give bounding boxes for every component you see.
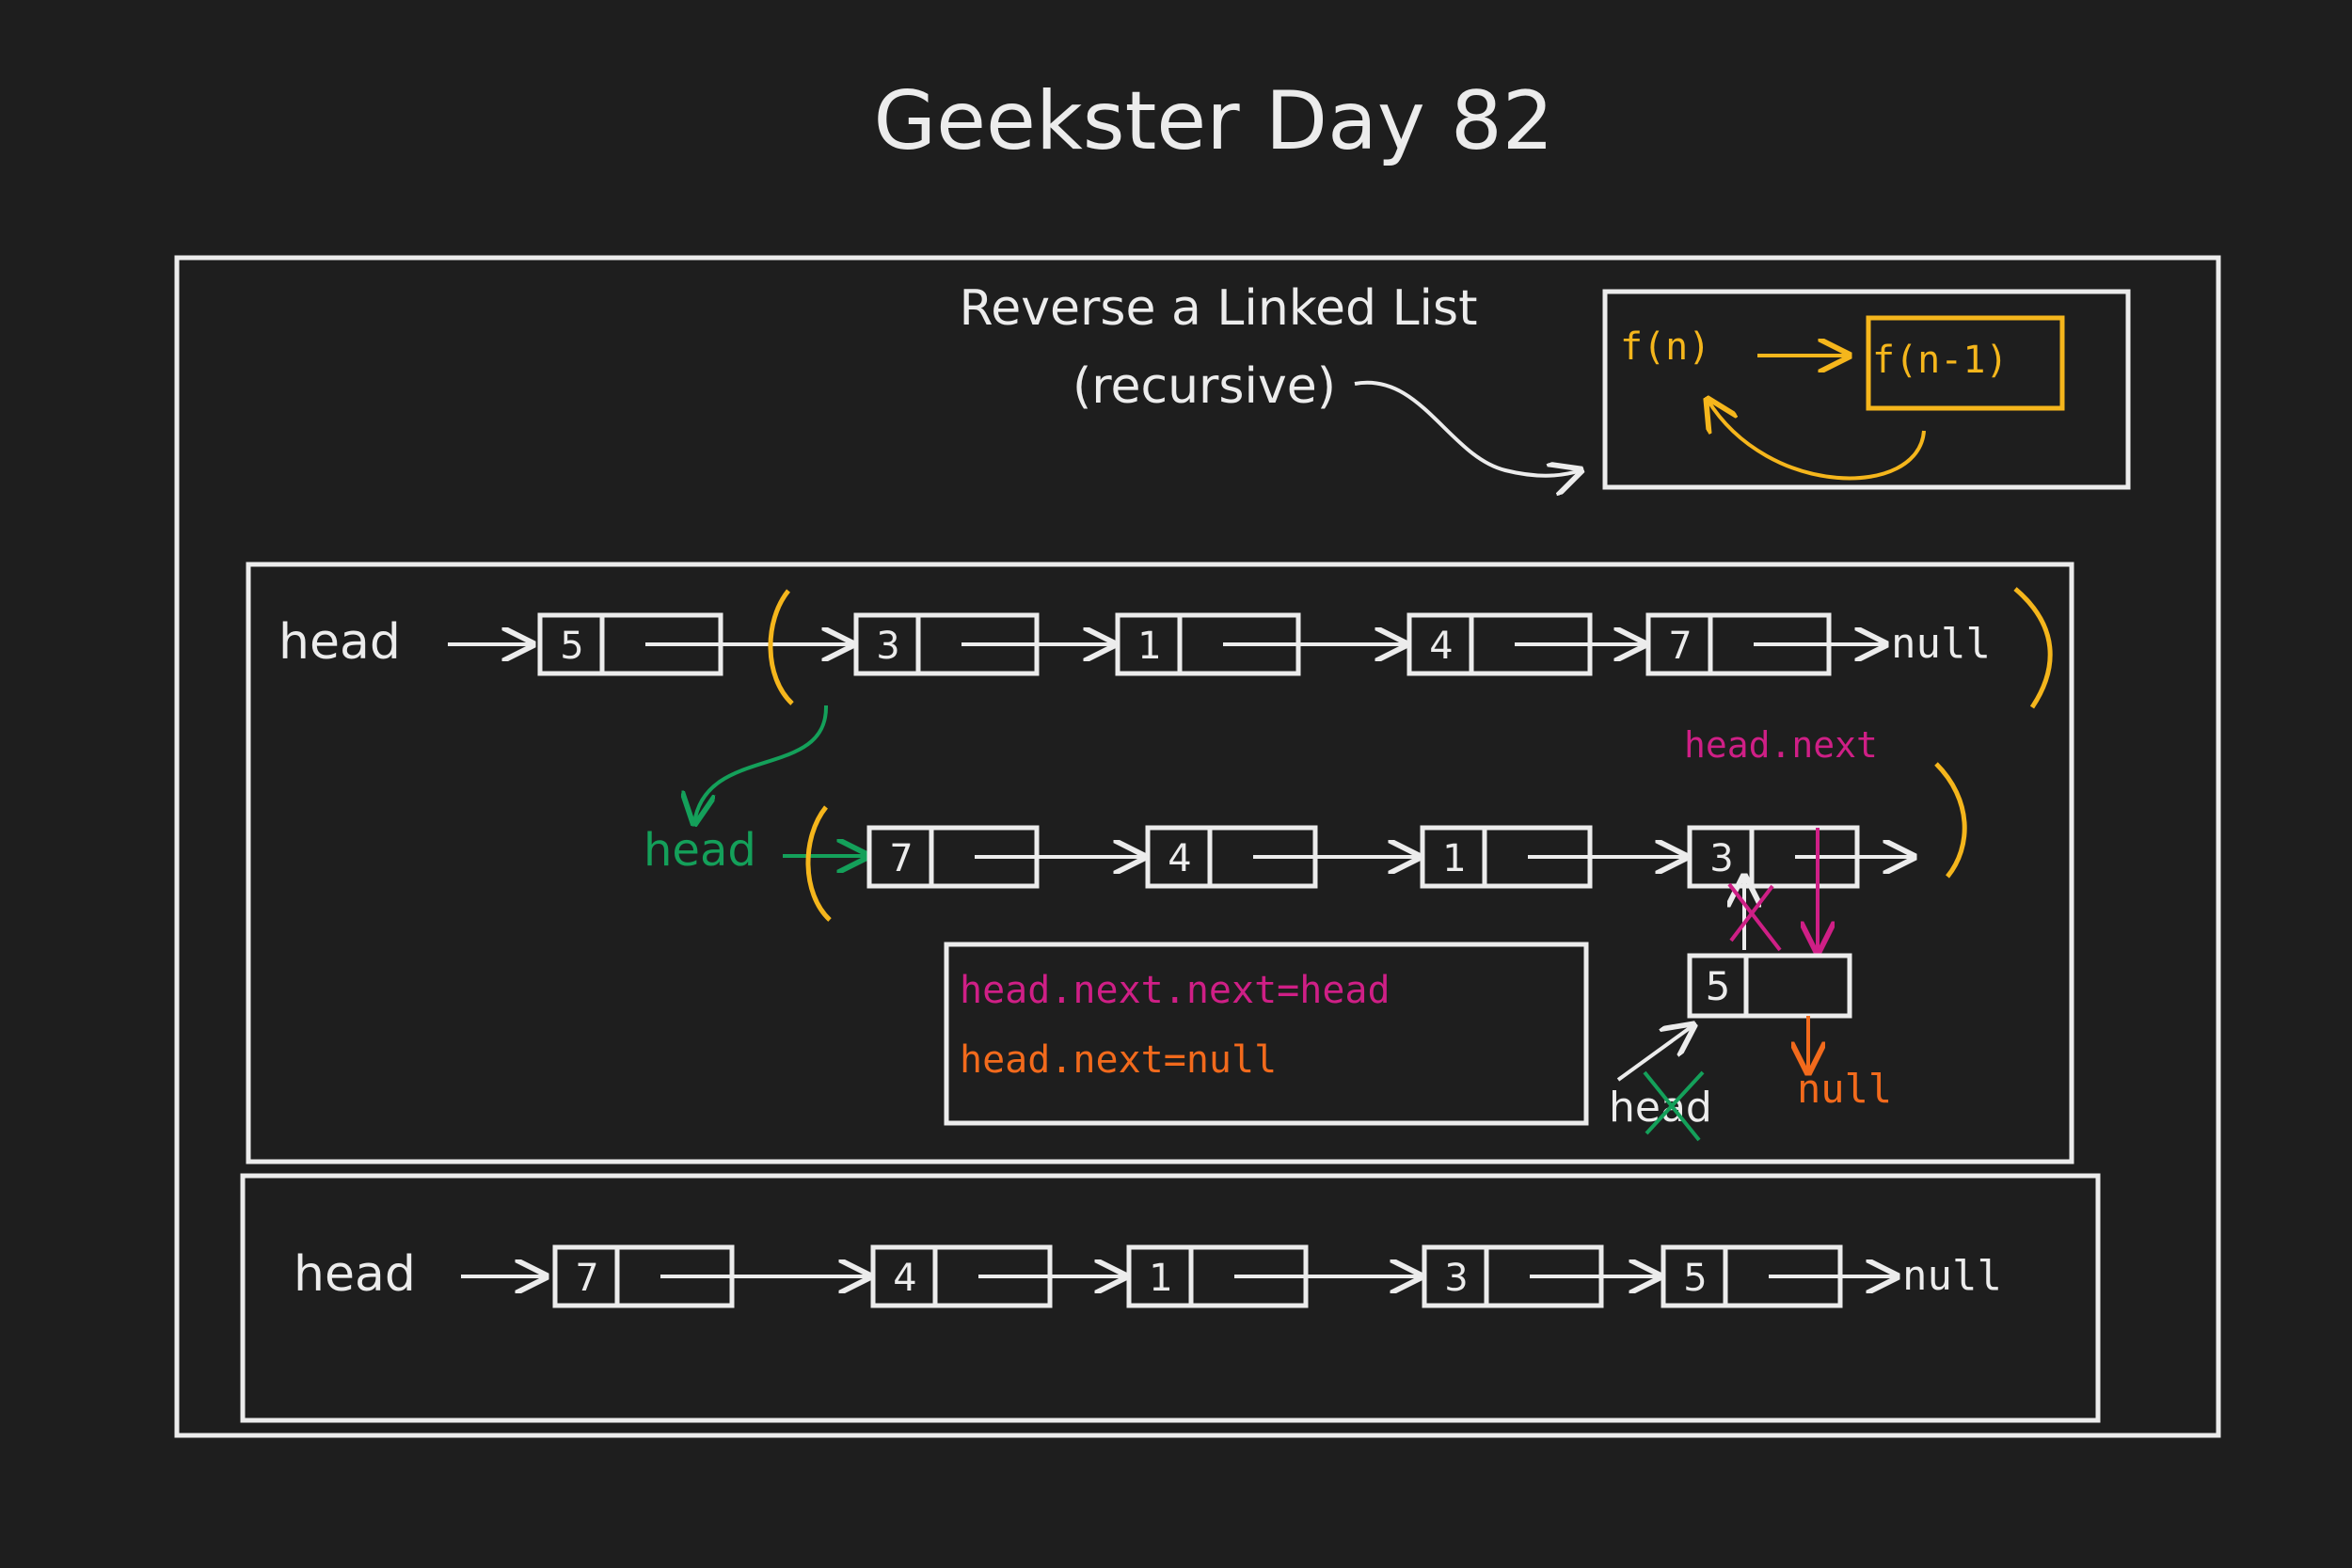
result-node-value: 7 xyxy=(575,1257,598,1300)
result-node-value: 3 xyxy=(1444,1257,1468,1300)
original-node-value: 4 xyxy=(1429,625,1453,668)
original-null-label: null xyxy=(1891,620,1991,668)
original-node-value: 3 xyxy=(876,625,899,668)
code-line-2: head.next=null xyxy=(960,1038,1277,1082)
page-title: Geekster Day 82 xyxy=(874,74,1554,168)
code-line-1: head.next.next=head xyxy=(960,969,1391,1012)
heading-pointer-arrow xyxy=(1354,380,1581,476)
recursive-head-label: head xyxy=(644,824,756,877)
heading-line2: (recursive) xyxy=(1073,358,1336,415)
sublist-node-value: 1 xyxy=(1442,837,1466,880)
original-node-value: 7 xyxy=(1668,625,1692,668)
sublist-close-paren-top xyxy=(2013,587,2053,709)
result-panel xyxy=(240,1173,2101,1423)
sublist-open-paren-top xyxy=(768,589,794,705)
sublist-open-paren xyxy=(805,805,832,922)
original-node-value: 5 xyxy=(560,625,583,668)
old-link-cross-a xyxy=(1727,882,1782,952)
result-node-value: 4 xyxy=(893,1257,916,1300)
result-list: 7 4 1 3 5 null xyxy=(552,1244,2002,1308)
sublist-close-paren xyxy=(1934,762,1967,879)
result-node: 3 xyxy=(1422,1244,1604,1308)
recursive-head-pointer-arrow xyxy=(694,705,829,823)
reversed-sublist: 7 4 1 3 xyxy=(866,825,1914,889)
sublist-node-value: 4 xyxy=(1168,837,1191,880)
detached-node: 5 xyxy=(1687,953,1852,1019)
original-list: 5 3 1 4 7 null xyxy=(537,612,1991,676)
outer-frame xyxy=(174,255,2221,1438)
code-box xyxy=(944,942,1589,1126)
sublist-node-value: 3 xyxy=(1709,837,1733,880)
result-null-label: null xyxy=(1902,1252,2002,1300)
result-node-value: 5 xyxy=(1683,1257,1707,1300)
recursion-callee-box xyxy=(1866,315,2065,411)
recursion-return-arrow xyxy=(1708,400,1926,481)
detached-node-value: 5 xyxy=(1706,963,1731,1009)
old-link-cross-b xyxy=(1729,884,1774,942)
recursion-box xyxy=(1602,289,2131,490)
old-head-cross-b xyxy=(1645,1070,1705,1135)
original-head-label: head xyxy=(278,614,401,671)
old-head-arrow xyxy=(1616,1025,1693,1082)
head-next-label: head.next xyxy=(1684,724,1878,766)
sublist-node: 7 xyxy=(866,825,1040,889)
detached-null-label: null xyxy=(1797,1066,1892,1112)
result-head-label: head xyxy=(294,1246,416,1303)
recursion-caller-label: f(n) xyxy=(1620,325,1710,369)
original-node-value: 1 xyxy=(1137,625,1161,668)
recursion-panel xyxy=(246,562,2074,1164)
heading-line1: Reverse a Linked List xyxy=(959,280,1477,337)
recursion-callee-label: f(n-1) xyxy=(1872,339,2009,382)
sublist-node: 1 xyxy=(1420,825,1593,889)
sublist-node-value: 7 xyxy=(889,837,913,880)
result-node-value: 1 xyxy=(1149,1257,1172,1300)
